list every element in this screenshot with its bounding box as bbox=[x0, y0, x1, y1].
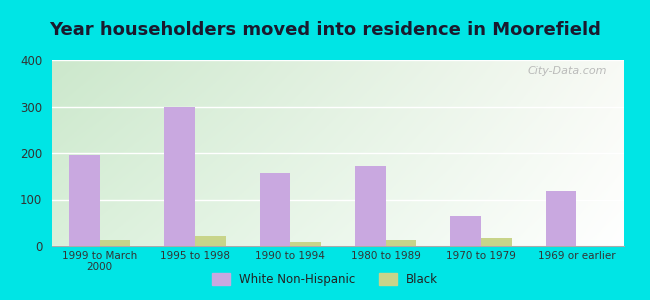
Bar bbox=[195, 236, 226, 246]
Bar bbox=[385, 240, 416, 246]
Text: Year householders moved into residence in Moorefield: Year householders moved into residence i… bbox=[49, 21, 601, 39]
Bar bbox=[355, 166, 385, 246]
Bar bbox=[260, 172, 291, 246]
Bar bbox=[481, 238, 512, 246]
Bar bbox=[291, 242, 321, 246]
Bar bbox=[450, 216, 481, 246]
Text: City-Data.com: City-Data.com bbox=[527, 66, 607, 76]
Legend: White Non-Hispanic, Black: White Non-Hispanic, Black bbox=[207, 268, 443, 291]
Bar bbox=[164, 106, 195, 246]
Bar bbox=[99, 240, 130, 246]
Bar bbox=[546, 191, 577, 246]
Bar bbox=[69, 155, 99, 246]
